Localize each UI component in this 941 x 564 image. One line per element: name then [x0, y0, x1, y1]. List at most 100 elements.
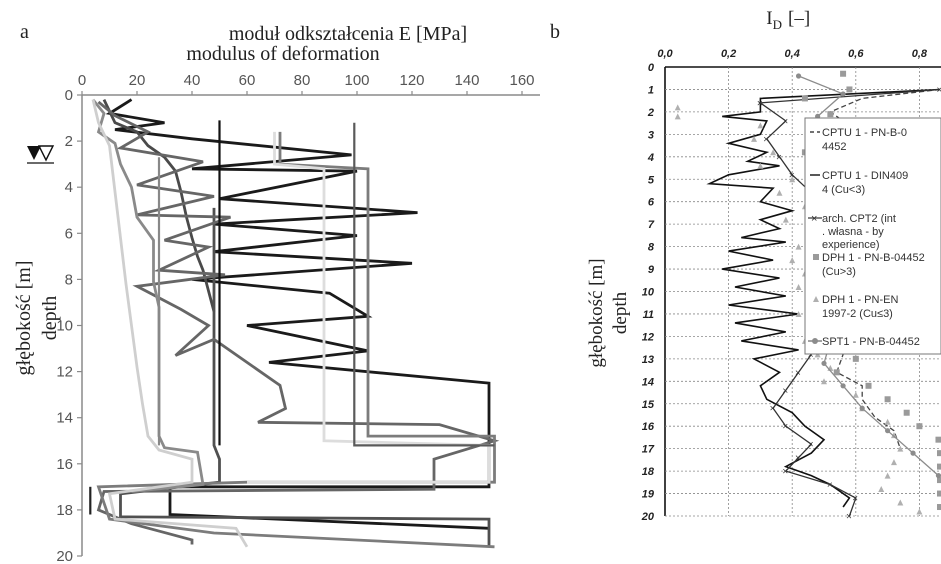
chart-b-marker-square [937, 490, 941, 497]
chart-a-series-line-6 [91, 99, 249, 548]
chart-b-title: ID [766, 8, 782, 32]
chart-a-x-tick-label: 80 [294, 72, 311, 89]
groundwater-triangle-outline [37, 145, 55, 162]
chart-b-marker-x: × [757, 98, 763, 109]
legend-label-cpt2-l1: arch. CPT2 (int [822, 213, 896, 225]
legend-entry-cpt2: × arch. CPT2 (int. własna - by experience… [808, 213, 896, 251]
chart-b-marker-triangle [884, 472, 891, 479]
chart-b-marker-x: × [795, 368, 801, 379]
chart-a-y-tick-label: 10 [56, 318, 73, 335]
chart-a-title: moduł odkształcenia E [MPa] [229, 23, 467, 45]
legend-label-cpt2: arch. CPT2 (int. własna - by experience) [822, 213, 896, 251]
chart-a-subtitle: modulus of deformation [186, 43, 379, 65]
chart-b-x-tick-label: 0,6 [848, 48, 864, 60]
chart-a-y-tick-label: 12 [56, 364, 73, 381]
legend-marker-dph-pn [813, 254, 819, 260]
chart-b-marker-square [937, 477, 941, 484]
legend-label-dph-en: DPH 1 - PN-EN 1997-2 (Cu≤3) [822, 294, 898, 320]
chart-b-marker-triangle [789, 176, 796, 183]
chart-b-ylabel-2: depth [610, 291, 631, 334]
chart-a-ylabel-2: depth [39, 296, 61, 340]
chart-b-marker-dot [840, 383, 846, 389]
chart-b-marker-square [903, 409, 910, 416]
chart-a-y-tick-label: 14 [56, 410, 73, 427]
chart-b-y-tick-label: 16 [642, 421, 655, 433]
legend-label-dph-en-l1: DPH 1 - PN-EN [822, 294, 898, 306]
chart-a-x-ticks: 0 20 40 60 80 100 120 140 160 [78, 72, 535, 95]
legend-label-cptu1-pn-l1: CPTU 1 - PN-B-0 [822, 127, 907, 139]
legend-label-cptu1-din-l1: CPTU 1 - DIN409 [822, 170, 908, 182]
chart-b-marker-x: × [789, 170, 795, 181]
chart-a-x-tick-label: 160 [509, 72, 534, 89]
chart-a-y-tick-label: 16 [56, 456, 73, 473]
chart-b-y-tick-label: 8 [648, 242, 655, 254]
chart-b-marker-triangle [890, 459, 897, 466]
chart-b-marker-square [846, 86, 853, 93]
chart-b-marker-square [937, 463, 941, 470]
panel-a-letter: a [20, 21, 29, 43]
chart-b-y-tick-label: 0 [648, 62, 655, 74]
chart-b-marker-triangle [770, 149, 777, 156]
legend-label-cptu1-pn: CPTU 1 - PN-B-0 4452 [822, 127, 907, 153]
legend-marker-dph-en [813, 296, 819, 302]
legend-label-dph-pn: DPH 1 - PN-B-04452 (Cu>3) [822, 252, 925, 278]
chart-a-series-line-7 [247, 131, 491, 484]
chart-a-x-tick-label: 20 [129, 72, 146, 89]
chart-b-marker-square [833, 369, 840, 376]
chart-b-marker-x: × [827, 480, 833, 491]
chart-b-marker-dot [859, 405, 865, 411]
chart-a-y-ticks: 0 2 4 6 8 10 12 14 16 18 20 [56, 87, 82, 564]
legend-entry-dph-pn: DPH 1 - PN-B-04452 (Cu>3) [813, 252, 925, 278]
chart-b-y-tick-label: 9 [648, 264, 655, 276]
chart-b-x-tick-label: 0,2 [721, 48, 736, 60]
legend-label-cptu1-din: CPTU 1 - DIN409 4 (Cu<3) [822, 170, 908, 196]
chart-b-marker-square [827, 111, 834, 118]
legend-label-cpt2-l2: . własna - by [822, 226, 884, 238]
chart-b-marker-square [937, 504, 941, 511]
chart-b-y-tick-label: 10 [642, 287, 655, 299]
chart-a-x-tick-label: 120 [399, 72, 424, 89]
chart-b-y-tick-label: 2 [647, 107, 654, 119]
chart-a-y-tick-label: 18 [56, 502, 73, 519]
chart-a-series-line-3 [96, 100, 500, 545]
chart-b-marker-square [937, 450, 941, 457]
chart-b-marker-x: × [795, 453, 801, 464]
chart-b-marker-x: × [782, 422, 788, 433]
chart-a-x-tick-label: 60 [239, 72, 256, 89]
chart-b-marker-dot [935, 472, 941, 479]
chart-b-marker-triangle [795, 243, 802, 250]
chart-b-x-tick-label: 0,4 [785, 48, 800, 60]
legend-entry-dph-en: DPH 1 - PN-EN 1997-2 (Cu≤3) [813, 294, 898, 320]
chart-b-marker-triangle [757, 122, 764, 129]
chart-b-marker-triangle [916, 508, 923, 515]
chart-b-y-tick-label: 12 [642, 331, 654, 343]
chart-b-marker-triangle [674, 104, 681, 111]
chart-b-marker-x: × [782, 467, 788, 478]
chart-b-marker-triangle [795, 284, 802, 291]
legend-label-dph-pn-l2: (Cu>3) [822, 266, 856, 278]
groundwater-symbol [27, 145, 55, 164]
chart-a-y-tick-label: 20 [56, 548, 73, 564]
chart-b-y-tick-label: 19 [642, 489, 655, 501]
chart-a-series-line-8 [353, 122, 495, 447]
chart-b-marker-triangle [897, 499, 904, 506]
chart-b-marker-triangle [878, 486, 885, 493]
legend-entry-cptu1-din: CPTU 1 - DIN409 4 (Cu<3) [810, 170, 908, 196]
chart-b-x-tick-label: 0,0 [657, 48, 673, 60]
chart-b-marker-square [865, 382, 872, 389]
chart-a-y-tick-label: 6 [65, 225, 73, 242]
chart-a-y-tick-label: 4 [65, 179, 73, 196]
chart-b-y-tick-label: 17 [642, 444, 655, 456]
chart-b-title-main: I [766, 8, 772, 29]
chart-b-marker-dot [821, 360, 827, 366]
chart-b-legend-box [804, 117, 941, 355]
chart-a-y-tick-label: 8 [65, 271, 73, 288]
chart-b-marker-x: × [937, 85, 941, 96]
chart-b-marker-x: × [808, 350, 814, 361]
chart-b-marker-x: × [782, 386, 788, 397]
legend-label-cptu1-pn-l2: 4452 [822, 141, 846, 153]
chart-b-series-line-1 [706, 88, 941, 508]
chart-b-marker-x: × [846, 512, 852, 523]
chart-b-marker-triangle [776, 189, 783, 196]
